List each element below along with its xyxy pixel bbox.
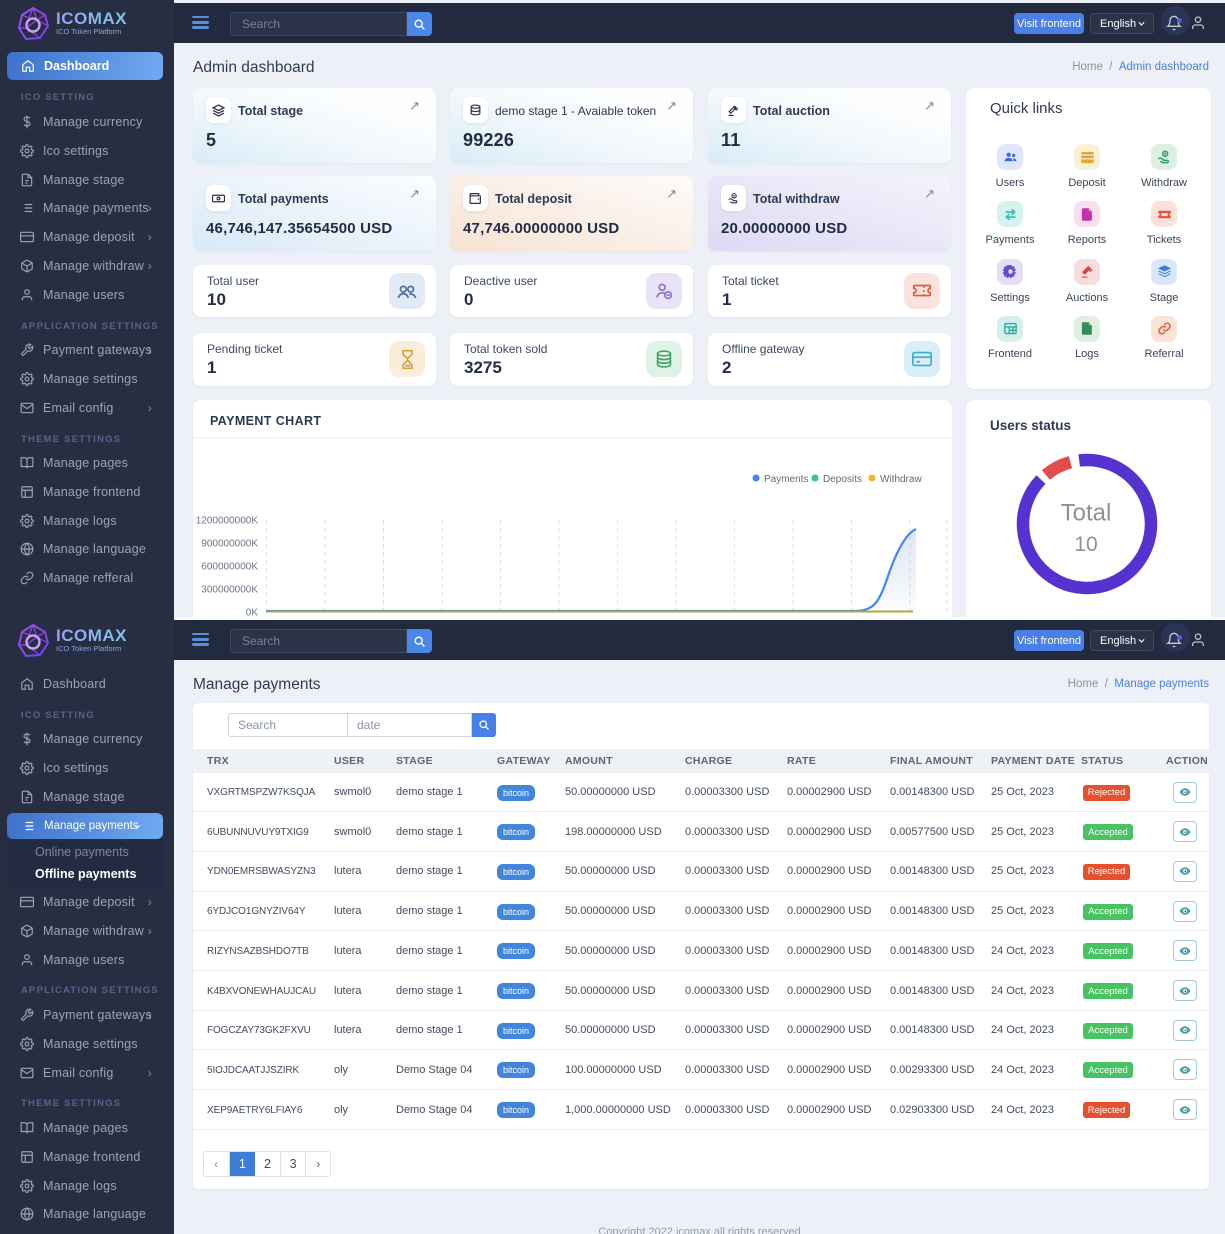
svg-text:Total: Total — [1061, 500, 1112, 527]
svg-text:Deposits: Deposits — [823, 474, 862, 485]
svg-text:900000000K: 900000000K — [201, 539, 258, 550]
svg-text:300000000K: 300000000K — [201, 585, 258, 596]
svg-text:Payments: Payments — [764, 474, 808, 485]
svg-text:Withdraw: Withdraw — [880, 474, 922, 485]
svg-text:1200000000K: 1200000000K — [196, 516, 259, 527]
svg-text:10: 10 — [1074, 533, 1097, 556]
svg-text:0K: 0K — [246, 608, 259, 618]
svg-text:600000000K: 600000000K — [201, 562, 258, 573]
